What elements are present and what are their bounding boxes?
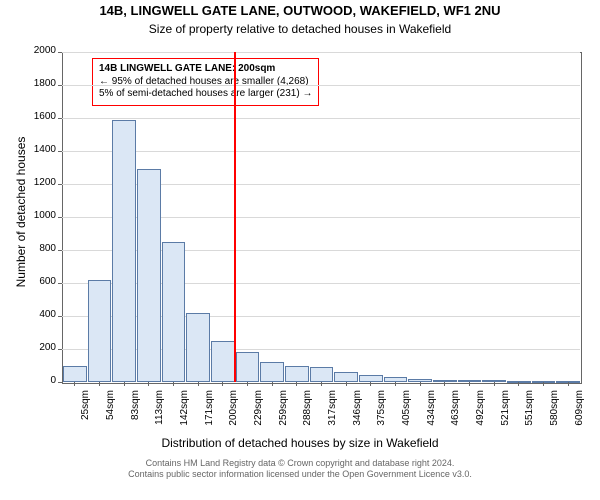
y-tick-label: 1000 xyxy=(22,210,56,221)
x-tick-mark xyxy=(543,382,544,386)
histogram-bar xyxy=(359,375,383,382)
y-tick-label: 400 xyxy=(22,309,56,320)
annotation-line-3: 5% of semi-detached houses are larger (2… xyxy=(99,88,312,101)
x-tick-label: 113sqm xyxy=(154,390,165,440)
gridline xyxy=(62,52,580,53)
x-tick-label: 259sqm xyxy=(278,390,289,440)
x-tick-mark xyxy=(247,382,248,386)
x-tick-label: 83sqm xyxy=(130,390,141,440)
y-tick-mark xyxy=(58,52,62,53)
histogram-bar xyxy=(285,366,309,383)
x-tick-mark xyxy=(222,382,223,386)
x-tick-label: 492sqm xyxy=(475,390,486,440)
x-tick-mark xyxy=(124,382,125,386)
x-tick-mark xyxy=(99,382,100,386)
annotation-box: 14B LINGWELL GATE LANE: 200sqm ← 95% of … xyxy=(92,58,319,106)
x-tick-label: 580sqm xyxy=(549,390,560,440)
chart-container: { "title": {"text":"14B, LINGWELL GATE L… xyxy=(0,0,600,500)
x-tick-label: 434sqm xyxy=(426,390,437,440)
histogram-bar xyxy=(211,341,235,382)
x-tick-label: 375sqm xyxy=(376,390,387,440)
x-tick-mark xyxy=(395,382,396,386)
y-tick-mark xyxy=(58,151,62,152)
y-tick-mark xyxy=(58,85,62,86)
x-tick-mark xyxy=(296,382,297,386)
y-tick-mark xyxy=(58,316,62,317)
histogram-bar xyxy=(260,362,284,382)
footer-text: Contains HM Land Registry data © Crown c… xyxy=(0,458,600,481)
x-tick-mark xyxy=(469,382,470,386)
gridline xyxy=(62,118,580,119)
histogram-bar xyxy=(334,372,358,382)
x-tick-label: 229sqm xyxy=(253,390,264,440)
x-tick-mark xyxy=(321,382,322,386)
chart-subtitle: Size of property relative to detached ho… xyxy=(0,22,600,36)
x-tick-mark xyxy=(444,382,445,386)
histogram-bar xyxy=(236,352,260,382)
property-marker-line xyxy=(234,52,236,382)
x-tick-label: 317sqm xyxy=(327,390,338,440)
x-tick-label: 405sqm xyxy=(401,390,412,440)
histogram-bar xyxy=(137,169,161,382)
y-tick-mark xyxy=(58,184,62,185)
x-tick-mark xyxy=(370,382,371,386)
x-tick-mark xyxy=(272,382,273,386)
y-tick-mark xyxy=(58,250,62,251)
y-tick-label: 0 xyxy=(22,375,56,386)
x-tick-mark xyxy=(346,382,347,386)
x-tick-mark xyxy=(568,382,569,386)
x-tick-label: 142sqm xyxy=(179,390,190,440)
x-tick-label: 200sqm xyxy=(228,390,239,440)
histogram-bar xyxy=(186,313,210,382)
x-tick-label: 54sqm xyxy=(105,390,116,440)
y-tick-label: 200 xyxy=(22,342,56,353)
footer-line-2: Contains public sector information licen… xyxy=(0,469,600,480)
gridline xyxy=(62,151,580,152)
x-tick-label: 609sqm xyxy=(574,390,585,440)
x-tick-mark xyxy=(494,382,495,386)
chart-title: 14B, LINGWELL GATE LANE, OUTWOOD, WAKEFI… xyxy=(0,3,600,18)
y-tick-label: 800 xyxy=(22,243,56,254)
x-tick-label: 25sqm xyxy=(80,390,91,440)
histogram-bar xyxy=(63,366,87,383)
histogram-bar xyxy=(112,120,136,382)
y-tick-mark xyxy=(58,283,62,284)
x-tick-mark xyxy=(198,382,199,386)
histogram-bar xyxy=(310,367,334,382)
x-tick-label: 346sqm xyxy=(352,390,363,440)
y-tick-label: 1400 xyxy=(22,144,56,155)
x-tick-mark xyxy=(74,382,75,386)
histogram-bar xyxy=(88,280,112,382)
y-tick-label: 600 xyxy=(22,276,56,287)
gridline xyxy=(62,85,580,86)
y-tick-mark xyxy=(58,118,62,119)
y-tick-mark xyxy=(58,217,62,218)
x-tick-label: 521sqm xyxy=(500,390,511,440)
x-tick-label: 463sqm xyxy=(450,390,461,440)
footer-line-1: Contains HM Land Registry data © Crown c… xyxy=(0,458,600,469)
y-tick-label: 1800 xyxy=(22,78,56,89)
x-tick-mark xyxy=(148,382,149,386)
y-tick-mark xyxy=(58,382,62,383)
y-tick-label: 1200 xyxy=(22,177,56,188)
annotation-line-2: ← 95% of detached houses are smaller (4,… xyxy=(99,76,312,89)
annotation-line-1: 14B LINGWELL GATE LANE: 200sqm xyxy=(99,63,312,76)
y-tick-mark xyxy=(58,349,62,350)
y-tick-label: 2000 xyxy=(22,45,56,56)
histogram-bar xyxy=(162,242,186,382)
y-tick-label: 1600 xyxy=(22,111,56,122)
x-tick-label: 171sqm xyxy=(204,390,215,440)
x-tick-label: 551sqm xyxy=(524,390,535,440)
x-tick-mark xyxy=(173,382,174,386)
x-tick-label: 288sqm xyxy=(302,390,313,440)
x-tick-mark xyxy=(420,382,421,386)
x-tick-mark xyxy=(518,382,519,386)
